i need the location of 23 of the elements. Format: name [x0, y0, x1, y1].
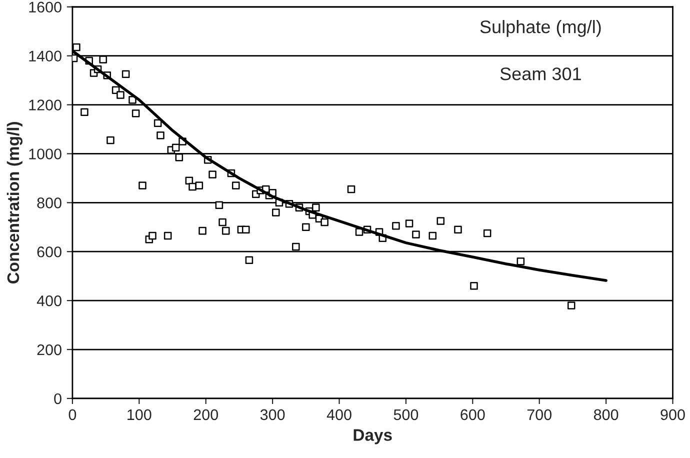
y-tick-label: 400 — [36, 295, 62, 306]
x-tick-label: 900 — [660, 409, 685, 420]
x-tick-label: 700 — [527, 409, 552, 420]
x-tick-label: 400 — [326, 409, 352, 420]
y-tick-label: 1000 — [29, 148, 62, 160]
x-tick-label: 100 — [128, 409, 152, 420]
y-tick-label: 200 — [37, 344, 62, 356]
x-tick-label: 500 — [394, 409, 418, 420]
x-tick-label: 600 — [460, 409, 485, 420]
y-tick-label: 1600 — [29, 2, 62, 13]
annotation: Seam 301 — [500, 67, 581, 80]
y-axis-title: Concentration (mg/l) — [6, 122, 22, 284]
y-tick-label: 600 — [37, 246, 62, 258]
x-tick-label: 0 — [68, 409, 76, 420]
x-tick-label: 300 — [260, 409, 285, 420]
y-tick-label: 1200 — [29, 100, 62, 110]
y-tick-label: 0 — [54, 393, 62, 404]
y-tick-label: 800 — [37, 198, 62, 208]
x-tick-label: 800 — [594, 409, 618, 420]
annotation: Sulphate (mg/l) — [480, 20, 601, 37]
x-axis-title: Days — [354, 429, 392, 444]
x-tick-label: 200 — [194, 409, 218, 420]
y-tick-label: 1400 — [29, 50, 62, 62]
